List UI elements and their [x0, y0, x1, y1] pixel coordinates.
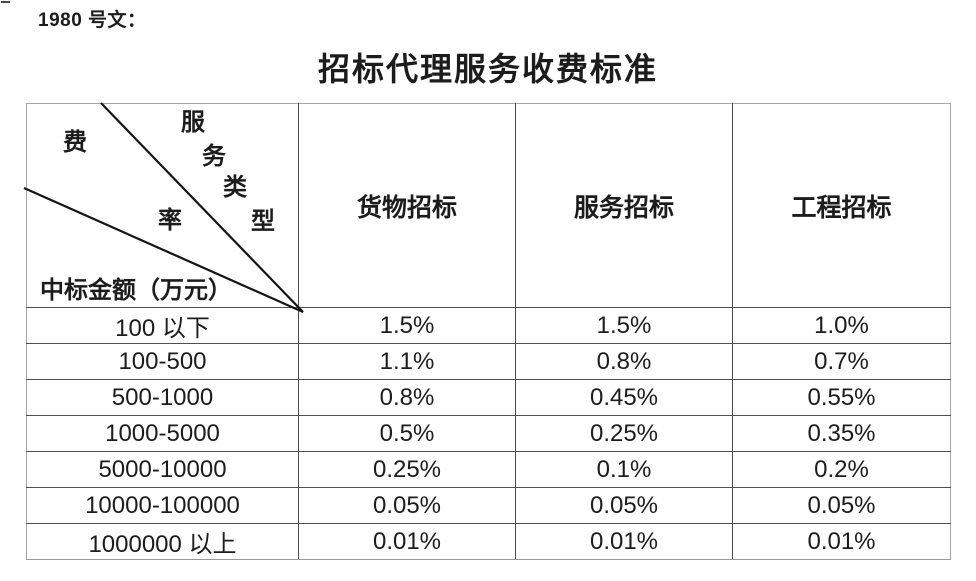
- scan-artifact-mark: [1, 1, 10, 3]
- table-row: 100-500 1.1% 0.8% 0.7%: [26, 343, 951, 380]
- diagonal-divider-lines: [23, 102, 304, 314]
- diagonal-line-lower: [23, 186, 304, 314]
- column-header-goods: 货物招标: [298, 103, 516, 308]
- table-row: 1000000 以上 0.01% 0.01% 0.01%: [26, 523, 951, 560]
- rate-cell: 0.05%: [298, 487, 516, 524]
- rate-cell: 0.01%: [515, 523, 733, 560]
- amount-range-cell: 10000-100000: [26, 487, 299, 524]
- rate-cell: 0.35%: [732, 415, 951, 452]
- corner-service-type-char: 务: [202, 144, 226, 170]
- column-header-service: 服务招标: [515, 103, 733, 308]
- rate-cell: 0.7%: [732, 343, 951, 380]
- rate-cell: 0.01%: [732, 523, 951, 560]
- rate-cell: 0.25%: [298, 451, 516, 488]
- rate-cell: 0.05%: [515, 487, 733, 524]
- diagonal-corner-cell: 服 务 类 型 费 率 中标金额（万元）: [23, 102, 304, 314]
- document-number: 1980 号文：: [38, 10, 147, 31]
- rate-cell: 0.8%: [515, 343, 733, 380]
- amount-range-cell: 100-500: [26, 343, 299, 380]
- amount-range-cell: 100 以下: [26, 307, 299, 344]
- table-row: 500-1000 0.8% 0.45% 0.55%: [26, 379, 951, 416]
- rate-cell: 1.0%: [732, 307, 951, 344]
- amount-range-cell: 500-1000: [26, 379, 299, 416]
- amount-range-cell: 5000-10000: [26, 451, 299, 488]
- rate-cell: 0.55%: [732, 379, 951, 416]
- rate-cell: 0.25%: [515, 415, 733, 452]
- rate-cell: 0.01%: [298, 523, 516, 560]
- corner-service-type-char: 类: [223, 175, 247, 201]
- rate-cell: 0.5%: [298, 415, 516, 452]
- corner-service-type-char: 服: [181, 110, 205, 136]
- fee-standard-table: 服 务 类 型 费 率 中标金额（万元） 货物招标 服务招标 工程招标 100 …: [23, 102, 951, 560]
- rate-cell: 1.5%: [515, 307, 733, 344]
- rate-cell: 0.1%: [515, 451, 733, 488]
- rate-cell: 0.2%: [732, 451, 951, 488]
- table-row: 5000-10000 0.25% 0.1% 0.2%: [26, 451, 951, 488]
- table-row: 10000-100000 0.05% 0.05% 0.05%: [26, 487, 951, 524]
- corner-service-type-char: 型: [251, 209, 275, 235]
- rate-cell: 1.5%: [298, 307, 516, 344]
- corner-amount-label: 中标金额（万元）: [40, 278, 232, 304]
- diagonal-line-upper: [100, 102, 304, 313]
- rate-cell: 0.45%: [515, 379, 733, 416]
- rate-cell: 0.8%: [298, 379, 516, 416]
- table-header-row: 服 务 类 型 费 率 中标金额（万元） 货物招标 服务招标 工程招标: [23, 102, 951, 314]
- table-row: 100 以下 1.5% 1.5% 1.0%: [26, 307, 951, 344]
- corner-rate-char: 率: [158, 208, 182, 234]
- table-row: 1000-5000 0.5% 0.25% 0.35%: [26, 415, 951, 452]
- column-header-engineering: 工程招标: [732, 103, 951, 308]
- amount-range-cell: 1000-5000: [26, 415, 299, 452]
- rate-cell: 1.1%: [298, 343, 516, 380]
- page-title: 招标代理服务收费标准: [317, 51, 658, 87]
- rate-cell: 0.05%: [732, 487, 951, 524]
- amount-range-cell: 1000000 以上: [26, 523, 299, 560]
- corner-rate-char: 费: [63, 130, 87, 156]
